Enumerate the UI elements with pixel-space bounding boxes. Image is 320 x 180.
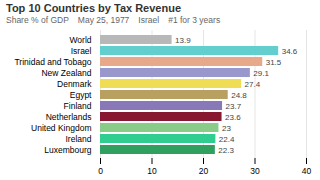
html-text:May 25, 1977: May 25, 1977 bbox=[77, 15, 130, 25]
html-text:Top 10 Countries by Tax Revenu: Top 10 Countries by Tax Revenue bbox=[6, 2, 181, 14]
svg-text:Netherlands: Netherlands bbox=[46, 112, 92, 122]
svg-text:Israel: Israel bbox=[71, 46, 92, 56]
svg-text:23.7: 23.7 bbox=[226, 102, 242, 111]
html-text:Israel: Israel bbox=[138, 15, 160, 25]
svg-text:Denmark: Denmark bbox=[57, 79, 92, 89]
svg-text:30: 30 bbox=[250, 166, 260, 176]
svg-text:22.4: 22.4 bbox=[219, 135, 235, 144]
svg-text:27.4: 27.4 bbox=[245, 80, 261, 89]
svg-text:22.3: 22.3 bbox=[218, 146, 234, 155]
svg-text:23.6: 23.6 bbox=[225, 113, 241, 122]
html-text:#1 for 3 years: #1 for 3 years bbox=[168, 15, 221, 25]
svg-text:10: 10 bbox=[147, 166, 157, 176]
svg-text:World: World bbox=[69, 35, 91, 45]
svg-text:29.1: 29.1 bbox=[253, 69, 269, 78]
svg-text:New Zealand: New Zealand bbox=[41, 68, 91, 78]
svg-text:Luxembourg: Luxembourg bbox=[44, 145, 92, 155]
html-text:Share % of GDP: Share % of GDP bbox=[6, 15, 69, 25]
svg-text:31.5: 31.5 bbox=[266, 58, 282, 67]
svg-text:United Kingdom: United Kingdom bbox=[31, 123, 91, 133]
svg-text:24.8: 24.8 bbox=[231, 91, 247, 100]
svg-text:Trinidad and Tobago: Trinidad and Tobago bbox=[14, 57, 91, 67]
svg-text:0: 0 bbox=[98, 166, 103, 176]
svg-text:40: 40 bbox=[302, 166, 312, 176]
svg-text:23: 23 bbox=[222, 124, 231, 133]
svg-text:Egypt: Egypt bbox=[70, 90, 92, 100]
svg-text:Finland: Finland bbox=[64, 101, 92, 111]
svg-text:Ireland: Ireland bbox=[66, 134, 92, 144]
svg-text:13.9: 13.9 bbox=[175, 36, 191, 45]
svg-text:34.6: 34.6 bbox=[282, 47, 298, 56]
svg-text:20: 20 bbox=[199, 166, 209, 176]
